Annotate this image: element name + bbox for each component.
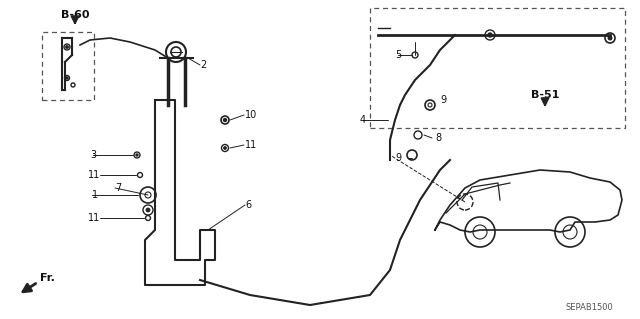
Circle shape <box>608 36 612 40</box>
Circle shape <box>136 154 138 156</box>
Text: 11: 11 <box>245 140 257 150</box>
Circle shape <box>146 208 150 212</box>
Text: 11: 11 <box>88 213 100 223</box>
Text: 5: 5 <box>395 50 401 60</box>
Text: 7: 7 <box>115 183 121 193</box>
Bar <box>370 8 625 128</box>
Text: Fr.: Fr. <box>40 273 55 283</box>
Text: 4: 4 <box>360 115 366 125</box>
Text: B-60: B-60 <box>61 10 89 20</box>
Circle shape <box>223 118 227 122</box>
Circle shape <box>488 33 492 37</box>
Text: B-51: B-51 <box>531 90 559 100</box>
Text: 6: 6 <box>245 200 251 210</box>
Circle shape <box>224 147 226 149</box>
Text: 2: 2 <box>200 60 206 70</box>
Text: 11: 11 <box>88 170 100 180</box>
Text: 1: 1 <box>92 190 98 200</box>
Circle shape <box>66 77 68 79</box>
Text: SEPAB1500: SEPAB1500 <box>565 303 612 313</box>
Text: 10: 10 <box>245 110 257 120</box>
Text: 8: 8 <box>435 133 441 143</box>
Text: 3: 3 <box>90 150 96 160</box>
Text: 9: 9 <box>395 153 401 163</box>
Circle shape <box>428 103 432 107</box>
Bar <box>42 32 94 100</box>
Text: 9: 9 <box>440 95 446 105</box>
Circle shape <box>66 46 68 48</box>
